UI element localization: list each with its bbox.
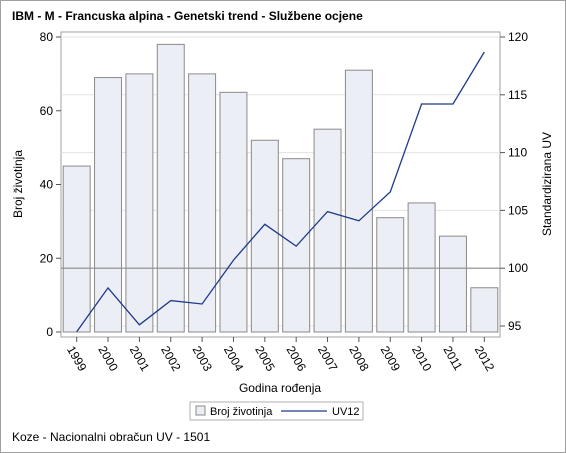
y-right-axis-label: Standardizirana UV: [540, 132, 554, 236]
y-left-tick-label: 80: [40, 30, 54, 44]
bar-2004: [219, 91, 248, 333]
y-left-axis-label: Broj životinja: [11, 150, 25, 218]
series-line-uv12: [76, 51, 485, 333]
x-tick-label: 2003: [190, 344, 216, 374]
y-left-tick-label: 40: [40, 178, 54, 192]
bar-2002: [156, 43, 185, 333]
y-right-tick-label: 95: [508, 319, 522, 333]
bar-2012: [470, 287, 499, 333]
legend-box: [189, 401, 364, 421]
legend-swatch-bar: [195, 405, 206, 416]
bar-2000: [94, 77, 123, 333]
bar-2007: [313, 128, 342, 333]
y-left-tick-label: 20: [40, 251, 54, 265]
x-tick-label: 2012: [472, 344, 498, 374]
x-tick-label: 2007: [315, 344, 341, 374]
bar-2011: [438, 235, 467, 333]
y-right-tick-label: 115: [508, 88, 527, 102]
chart-title: IBM - M - Francuska alpina - Genetski tr…: [12, 9, 363, 23]
y-right-tick-label: 100: [508, 261, 528, 275]
x-tick-label: 1999: [64, 344, 90, 374]
x-tick-label: 2010: [409, 344, 435, 374]
bar-2005: [250, 139, 279, 333]
y-right-tick-label: 110: [508, 146, 527, 160]
bar-2008: [344, 69, 373, 333]
bar-2001: [125, 73, 154, 333]
bar-2003: [188, 73, 217, 333]
y-left-tick-label: 60: [40, 104, 54, 118]
x-tick-label: 2000: [95, 344, 121, 374]
x-tick-label: 2001: [127, 344, 153, 374]
y-left-tick-label: 0: [46, 325, 53, 339]
x-tick-label: 2005: [252, 344, 278, 374]
legend-label-bar: Broj životinja: [210, 406, 273, 418]
x-tick-label: 2008: [346, 344, 372, 374]
bar-1999: [62, 165, 91, 333]
y-right-tick-label: 105: [508, 203, 528, 217]
y-right-tick-label: 120: [508, 30, 528, 44]
x-tick-label: 2009: [378, 344, 404, 374]
bar-2010: [407, 202, 436, 333]
x-tick-label: 2011: [440, 344, 465, 374]
legend-label-line: UV12: [332, 406, 360, 418]
x-tick-label: 2004: [221, 344, 247, 374]
bar-2009: [376, 217, 405, 333]
x-tick-label: 2002: [158, 344, 184, 374]
x-tick-label: 2006: [284, 344, 310, 374]
x-axis-label: Godina rođenja: [239, 381, 321, 395]
footnote: Koze - Nacionalni obračun UV - 1501: [12, 430, 211, 444]
